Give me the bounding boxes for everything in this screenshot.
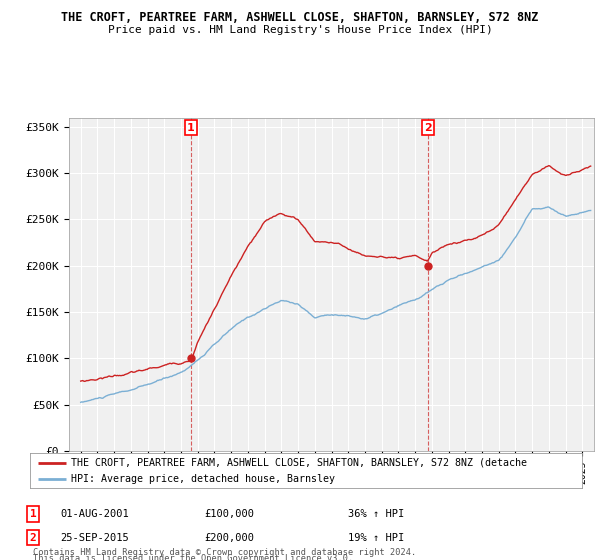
Text: 1: 1 — [29, 509, 37, 519]
Text: 36% ↑ HPI: 36% ↑ HPI — [348, 509, 404, 519]
Text: £200,000: £200,000 — [204, 533, 254, 543]
Text: THE CROFT, PEARTREE FARM, ASHWELL CLOSE, SHAFTON, BARNSLEY, S72 8NZ (detache: THE CROFT, PEARTREE FARM, ASHWELL CLOSE,… — [71, 458, 527, 468]
Text: £100,000: £100,000 — [204, 509, 254, 519]
Text: THE CROFT, PEARTREE FARM, ASHWELL CLOSE, SHAFTON, BARNSLEY, S72 8NZ: THE CROFT, PEARTREE FARM, ASHWELL CLOSE,… — [61, 11, 539, 24]
Text: 25-SEP-2015: 25-SEP-2015 — [60, 533, 129, 543]
Text: 19% ↑ HPI: 19% ↑ HPI — [348, 533, 404, 543]
Text: Price paid vs. HM Land Registry's House Price Index (HPI): Price paid vs. HM Land Registry's House … — [107, 25, 493, 35]
Text: 2: 2 — [424, 123, 431, 133]
Text: 1: 1 — [187, 123, 195, 133]
Text: 01-AUG-2001: 01-AUG-2001 — [60, 509, 129, 519]
Text: 2: 2 — [29, 533, 37, 543]
Text: HPI: Average price, detached house, Barnsley: HPI: Average price, detached house, Barn… — [71, 474, 335, 484]
Text: Contains HM Land Registry data © Crown copyright and database right 2024.: Contains HM Land Registry data © Crown c… — [33, 548, 416, 557]
Text: This data is licensed under the Open Government Licence v3.0.: This data is licensed under the Open Gov… — [33, 554, 353, 560]
